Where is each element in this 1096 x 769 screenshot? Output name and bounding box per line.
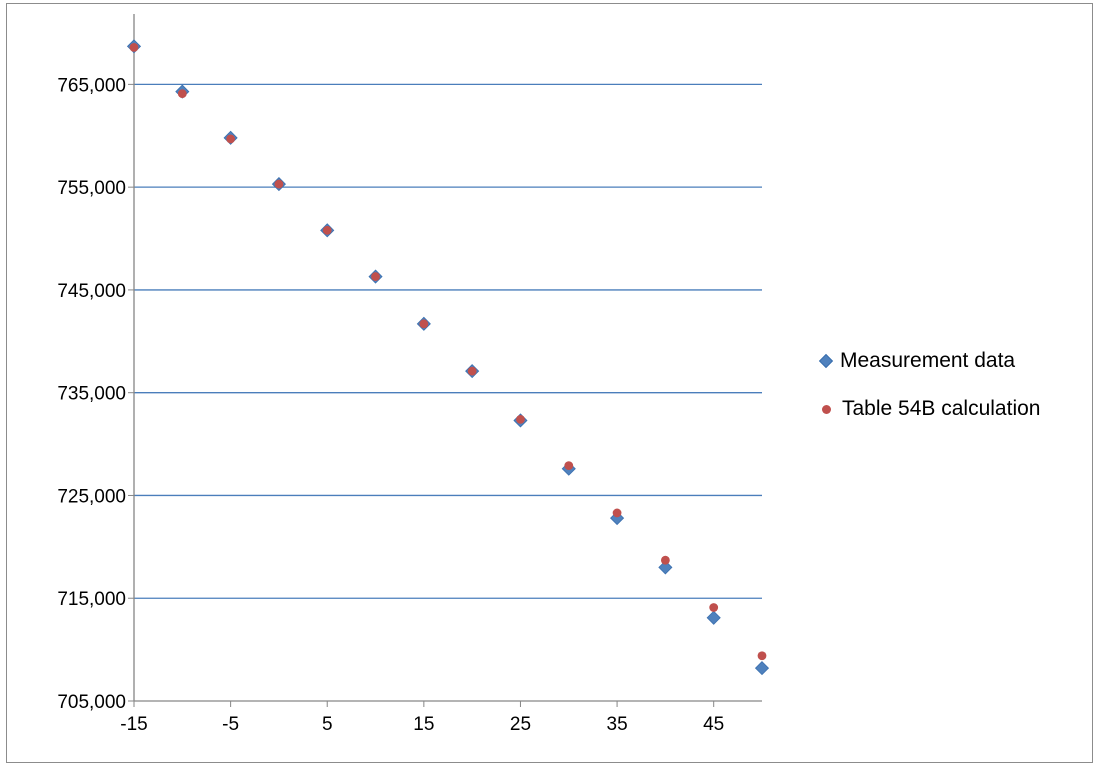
data-point-measurement	[706, 610, 721, 625]
data-point-table-54b	[467, 366, 477, 376]
y-tick-label: 715,000	[57, 589, 126, 610]
data-point-table-54b	[226, 134, 236, 144]
x-tick-label: 25	[510, 714, 531, 735]
x-tick-label: 5	[322, 714, 333, 735]
data-point-table-54b	[757, 651, 767, 661]
chart-area	[6, 3, 1093, 763]
data-point-table-54b	[612, 508, 622, 518]
x-tick-label: 15	[413, 714, 434, 735]
data-point-table-54b	[322, 225, 332, 235]
x-tick-label: -5	[222, 714, 239, 735]
data-point-table-54b	[660, 555, 670, 565]
data-point-table-54b	[564, 461, 574, 471]
data-point-table-54b	[129, 42, 139, 52]
x-tick-label: 45	[703, 714, 724, 735]
data-point-measurement	[610, 511, 625, 526]
series-table-54b-calculation	[129, 42, 767, 661]
data-point-measurement	[754, 661, 770, 676]
y-tick-label: 725,000	[57, 486, 126, 507]
y-tick-label: 755,000	[57, 178, 126, 199]
x-axis-tick-labels: -15 -5 5 15 25 35 45	[120, 714, 724, 735]
y-tick-label: 705,000	[57, 692, 126, 713]
data-point-table-54b	[419, 319, 429, 329]
data-point-table-54b	[274, 179, 284, 189]
series-measurement-data	[126, 39, 770, 676]
data-point-table-54b	[516, 415, 525, 424]
data-point-measurement	[658, 560, 673, 575]
y-tick-label: 745,000	[57, 281, 126, 302]
data-point-table-54b	[371, 272, 380, 281]
data-point-table-54b	[709, 603, 719, 612]
x-tick-label: 35	[607, 714, 628, 735]
x-tick-label: -15	[120, 714, 147, 735]
axes	[128, 14, 762, 707]
y-axis-tick-labels: 705,000 715,000 725,000 735,000 745,000 755,0…	[57, 75, 126, 713]
gridlines	[134, 83, 762, 599]
data-point-table-54b	[177, 89, 187, 99]
y-tick-label: 765,000	[57, 75, 126, 96]
y-tick-label: 735,000	[57, 384, 126, 405]
